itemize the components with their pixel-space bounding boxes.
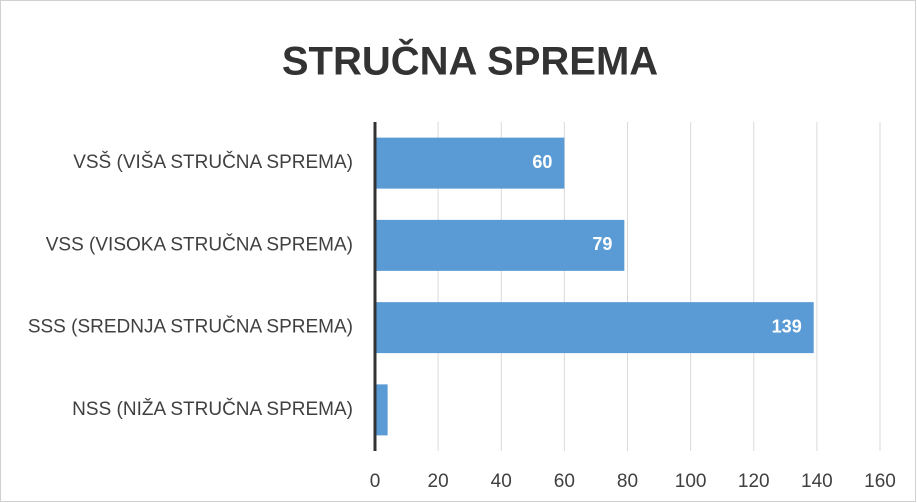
data-label: 79 (592, 234, 612, 254)
x-tick-label: 120 (738, 471, 770, 492)
data-label: 60 (532, 152, 552, 172)
bar (375, 302, 814, 354)
chart-title: STRUČNA SPREMA (282, 38, 658, 84)
x-tick-label: 80 (617, 471, 638, 492)
x-tick-label: 160 (864, 471, 896, 492)
bar (375, 137, 565, 189)
y-tick-label: NSS (NIŽA STRUČNA SPREMA) (72, 398, 353, 420)
x-tick-label: 140 (801, 471, 833, 492)
bar (375, 219, 625, 271)
y-tick-label: SSS (SREDNJA STRUČNA SPREMA) (28, 316, 353, 338)
x-tick-label: 20 (428, 471, 449, 492)
x-tick-label: 40 (491, 471, 512, 492)
x-tick-label: 100 (675, 471, 707, 492)
y-tick-label: VSŠ (VIŠA STRUČNA SPREMA) (73, 151, 353, 173)
x-tick-label: 60 (554, 471, 575, 492)
x-tick-label: 0 (370, 471, 381, 492)
data-label: 139 (772, 316, 802, 336)
y-tick-label: VSS (VISOKA STRUČNA SPREMA) (46, 233, 353, 255)
bar (375, 384, 388, 436)
